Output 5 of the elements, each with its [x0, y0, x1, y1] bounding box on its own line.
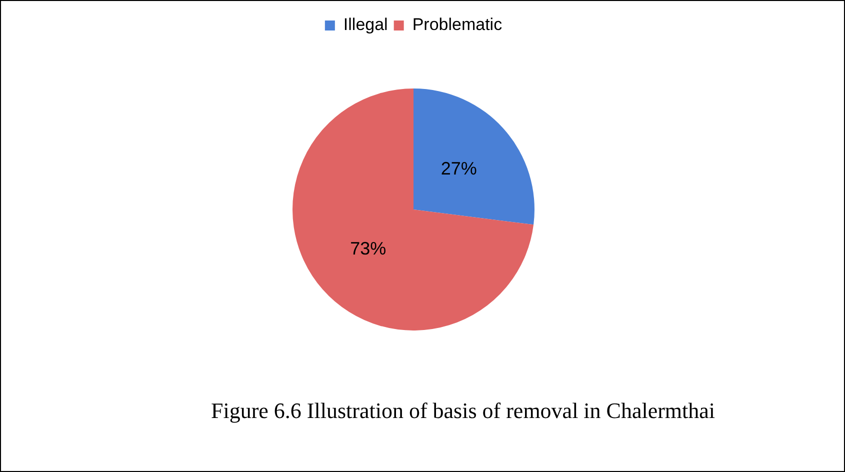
data-label: 27% — [440, 158, 477, 178]
legend-label: Illegal — [343, 15, 388, 34]
legend-label: Problematic — [412, 15, 503, 34]
data-label: 73% — [350, 238, 386, 258]
caption: Figure 6.6 Illustration of basis of removal in Chalermthai — [210, 398, 716, 423]
